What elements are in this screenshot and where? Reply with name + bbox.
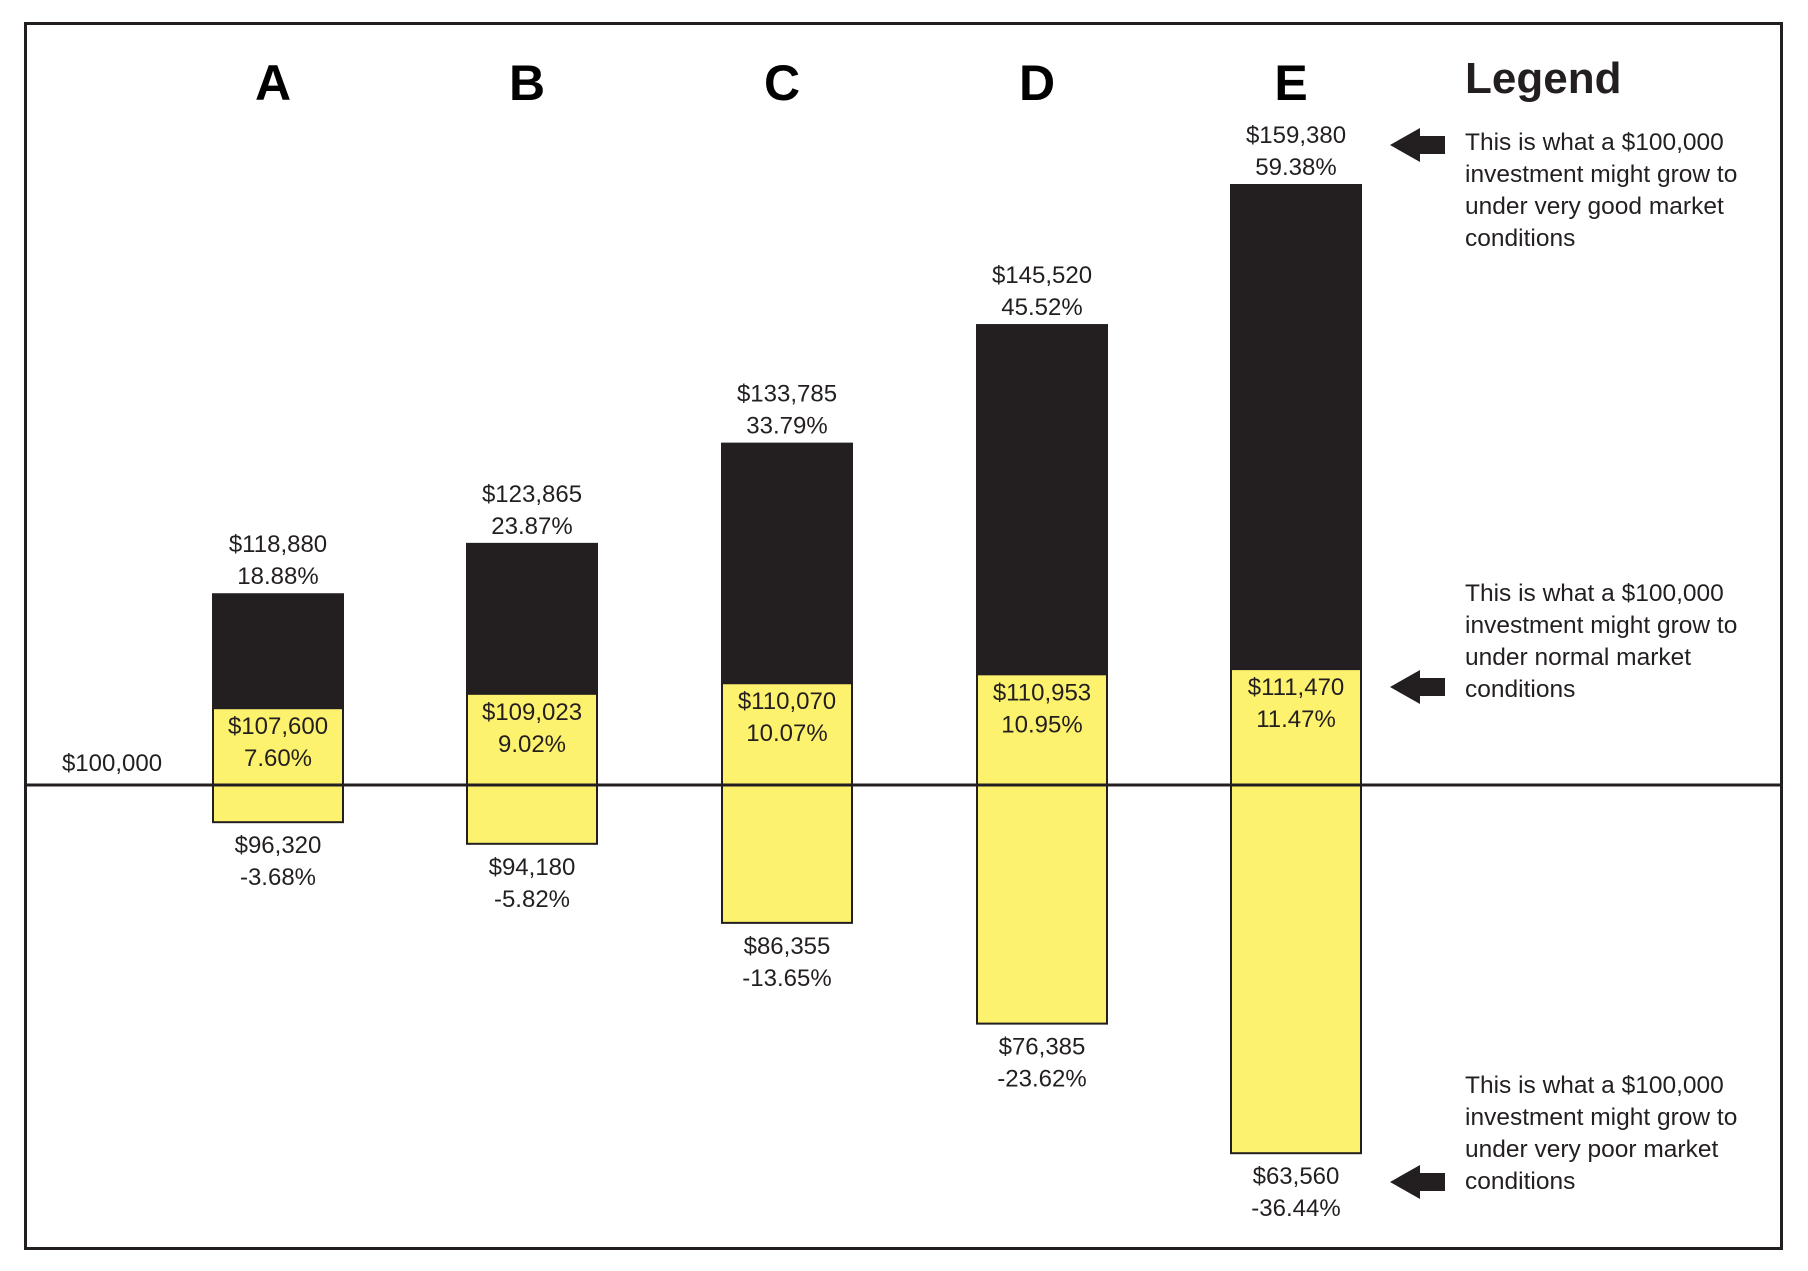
value-label-very-poor-D: $76,385 xyxy=(999,1034,1086,1061)
legend-arrow-good xyxy=(1390,128,1445,162)
pct-label-normal-C: 10.07% xyxy=(746,720,827,747)
legend-arrow-normal xyxy=(1390,670,1445,704)
pct-label-very-poor-B: -5.82% xyxy=(494,886,570,913)
bar-normal-C xyxy=(721,682,853,787)
chart-frame xyxy=(24,22,1783,1250)
bars-layer xyxy=(212,184,1362,1155)
legend-title: Legend xyxy=(1465,54,1621,103)
pct-label-very-good-D: 45.52% xyxy=(1001,294,1082,321)
bar-very-poor-D xyxy=(976,784,1108,1025)
bar-very-poor-A xyxy=(212,784,344,824)
category-label-E: E xyxy=(1274,55,1307,111)
category-label-B: B xyxy=(509,55,545,111)
bar-very-good-C xyxy=(721,442,853,685)
pct-label-normal-D: 10.95% xyxy=(1001,711,1082,738)
value-label-very-good-C: $133,785 xyxy=(737,381,837,408)
value-label-very-good-E: $159,380 xyxy=(1246,122,1346,149)
value-label-normal-D: $110,953 xyxy=(993,679,1091,706)
value-label-normal-B: $109,023 xyxy=(482,699,582,726)
bar-normal-E xyxy=(1230,668,1362,787)
bar-very-good-B xyxy=(466,542,598,695)
legend-arrow-poor xyxy=(1390,1165,1445,1199)
bar-very-poor-E xyxy=(1230,784,1362,1155)
bar-normal-D xyxy=(976,673,1108,786)
value-label-normal-E: $111,470 xyxy=(1248,674,1345,701)
pct-label-very-poor-A: -3.68% xyxy=(240,864,316,891)
pct-label-very-good-E: 59.38% xyxy=(1255,154,1336,181)
value-label-normal-A: $107,600 xyxy=(228,713,328,740)
arrow-left-icon xyxy=(1390,128,1445,162)
category-label-A: A xyxy=(255,55,291,111)
bar-very-good-A xyxy=(212,593,344,710)
value-label-very-good-D: $145,520 xyxy=(992,262,1092,289)
value-label-very-good-B: $123,865 xyxy=(482,481,582,508)
value-label-very-poor-C: $86,355 xyxy=(744,933,831,960)
pct-label-very-good-A: 18.88% xyxy=(237,563,318,590)
arrow-left-icon xyxy=(1390,1165,1445,1199)
bar-normal-A xyxy=(212,707,344,787)
pct-label-very-good-B: 23.87% xyxy=(491,513,572,540)
legend-entry-very-good: This is what a $100,000 investment might… xyxy=(1465,129,1738,252)
legend-entry-very-poor: This is what a $100,000 investment might… xyxy=(1465,1072,1738,1195)
value-label-very-good-A: $118,880 xyxy=(229,531,327,558)
value-label-very-poor-B: $94,180 xyxy=(489,854,576,881)
category-label-D: D xyxy=(1019,55,1055,111)
pct-label-normal-B: 9.02% xyxy=(498,731,566,758)
baseline-label: $100,000 xyxy=(62,750,162,777)
pct-label-very-poor-C: -13.65% xyxy=(742,965,831,992)
category-label-C: C xyxy=(764,55,800,111)
value-label-very-poor-E: $63,560 xyxy=(1253,1163,1340,1190)
value-label-normal-C: $110,070 xyxy=(738,688,836,715)
pct-label-normal-A: 7.60% xyxy=(244,745,312,772)
pct-label-very-poor-E: -36.44% xyxy=(1251,1195,1340,1222)
pct-label-very-good-C: 33.79% xyxy=(746,413,827,440)
bar-very-poor-B xyxy=(466,784,598,845)
legend-entry-normal: This is what a $100,000 investment might… xyxy=(1465,580,1738,703)
arrow-left-icon xyxy=(1390,670,1445,704)
bar-very-good-E xyxy=(1230,184,1362,671)
bar-very-good-D xyxy=(976,324,1108,676)
bar-very-poor-C xyxy=(721,784,853,924)
labels-layer: A $118,880 18.88% $107,600 7.60% $96,320 -3.68… xyxy=(228,55,1346,1222)
pct-label-very-poor-D: -23.62% xyxy=(997,1066,1086,1093)
pct-label-normal-E: 11.47% xyxy=(1256,706,1336,733)
value-label-very-poor-A: $96,320 xyxy=(235,832,322,859)
